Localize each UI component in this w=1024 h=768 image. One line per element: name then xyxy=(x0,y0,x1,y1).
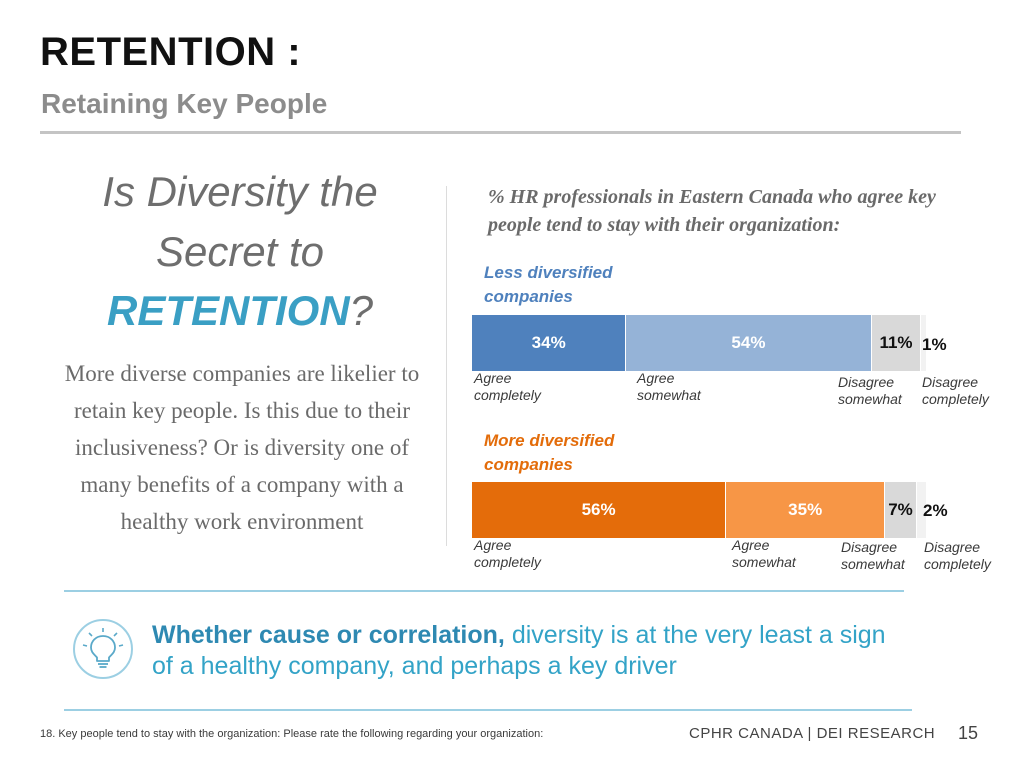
category-label-disagree-completely: Disagree completely xyxy=(924,539,991,572)
takeaway-text: Whether cause or correlation, diversity … xyxy=(152,620,912,682)
bar-value-label: 35% xyxy=(788,500,823,519)
bar-segment-disagree-somewhat: 7% xyxy=(885,482,917,538)
bar-value-label: 34% xyxy=(531,333,566,352)
takeaway-emphasis: Whether cause or correlation, xyxy=(152,621,505,649)
header-rule xyxy=(40,131,961,134)
bar-row-more-diversified: 56% 35% 7% xyxy=(472,482,926,538)
category-label-agree-somewhat: Agree somewhat xyxy=(732,537,796,570)
value-label-less-disagree-completely: 1% xyxy=(922,335,947,354)
category-label-disagree-completely: Disagree completely xyxy=(922,374,989,407)
intro-paragraph: More diverse companies are likelier to r… xyxy=(64,361,420,534)
lightbulb-icon xyxy=(72,618,134,680)
section-rule-top xyxy=(64,590,904,592)
bar-segment-agree-somewhat: 35% xyxy=(726,482,886,538)
bar-value-label: 7% xyxy=(888,500,913,519)
question-line-2: Secret to xyxy=(155,228,325,275)
page-subtitle: Retaining Key People xyxy=(41,88,328,119)
bar-segment-disagree-completely xyxy=(916,482,926,538)
question-line-1: Is Diversity the xyxy=(102,168,378,215)
section-rule-bottom xyxy=(64,709,912,711)
bar-segment-agree-completely: 56% xyxy=(472,482,727,538)
category-label-disagree-somewhat: Disagree somewhat xyxy=(838,374,902,407)
footnote: 18. Key people tend to stay with the org… xyxy=(40,728,544,740)
bar-segment-disagree-completely xyxy=(921,315,926,371)
bar-value-label: 56% xyxy=(581,500,616,519)
chart-title: % HR professionals in Eastern Canada who… xyxy=(488,186,936,236)
bar-value-label: 54% xyxy=(731,333,766,352)
category-label-agree-completely: Agree completely xyxy=(474,370,541,403)
question-mark: ? xyxy=(349,287,374,334)
category-label-agree-completely: Agree completely xyxy=(474,537,541,570)
bar-segment-agree-completely: 34% xyxy=(472,315,627,371)
page-title: RETENTION : xyxy=(40,30,302,74)
brand-label: CPHR CANADA | DEI RESEARCH xyxy=(689,725,936,742)
page-number: 15 xyxy=(958,723,979,743)
question-emphasis: RETENTION xyxy=(106,287,350,334)
category-label-disagree-somewhat: Disagree somewhat xyxy=(841,539,905,572)
value-label-more-disagree-completely: 2% xyxy=(923,501,948,520)
column-divider xyxy=(446,186,447,546)
takeaway-body: diversity is at the very least a sign of… xyxy=(152,621,886,680)
question-line-3: RETENTION? xyxy=(40,287,440,335)
group-label-more-diversified: More diversified companies xyxy=(484,431,615,474)
group-label-less-diversified: Less diversified companies xyxy=(484,263,613,306)
category-label-agree-somewhat: Agree somewhat xyxy=(637,370,701,403)
bar-segment-agree-somewhat: 54% xyxy=(626,315,872,371)
bar-segment-disagree-somewhat: 11% xyxy=(871,315,922,371)
bar-row-less-diversified: 34% 54% 11% xyxy=(472,315,926,371)
bar-value-label: 11% xyxy=(879,333,913,352)
